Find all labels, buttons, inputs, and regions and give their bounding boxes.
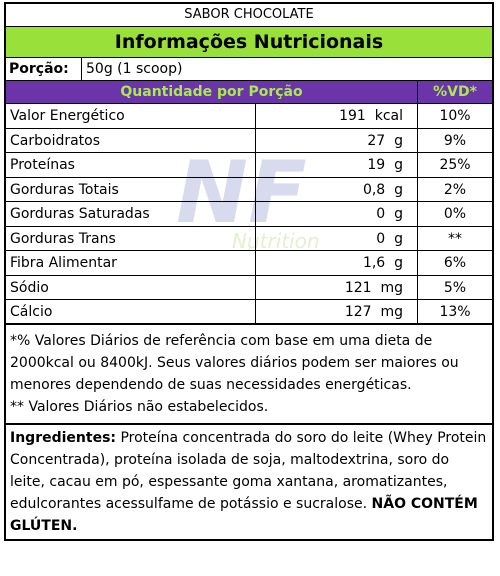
nutrient-name: Gorduras Totais — [6, 177, 256, 201]
portion-value: 50g (1 scoop) — [86, 61, 183, 77]
nutrient-row-saturated-fat: Gorduras Saturadas 0 g 0% — [6, 202, 492, 227]
ingredients-text: Proteína concentrada do soro do leite (W… — [10, 429, 487, 512]
nutrient-name: Proteínas — [6, 153, 256, 177]
nutrient-amount: 127 mg — [256, 300, 418, 323]
nutrient-row-proteins: Proteínas 19 g 25% — [6, 153, 492, 178]
nutrient-amount: 0 g — [256, 202, 418, 226]
label-title: Informações Nutricionais — [6, 27, 492, 58]
nutrient-row-calcium: Cálcio 127 mg 13% — [6, 300, 492, 325]
nutrient-amount: 0,8 g — [256, 177, 418, 201]
nutrient-daily-value: 0% — [443, 206, 467, 222]
nutrient-name: Gorduras Saturadas — [6, 202, 256, 226]
nutrient-daily-value: 2% — [443, 181, 467, 198]
nutrient-name: Cálcio — [6, 300, 256, 323]
daily-value-footnote: *% Valores Diários de referência com bas… — [6, 325, 492, 425]
nutrient-row-fiber: Fibra Alimentar 1,6 g 6% — [6, 251, 492, 276]
nutrient-amount: 27 g — [256, 128, 418, 152]
nutrient-amount: 121 mg — [256, 275, 418, 299]
nutrition-label: SABOR CHOCOLATE Informações Nutricionais… — [4, 2, 494, 541]
footnote-reference-diet: *% Valores Diários de referência com bas… — [10, 332, 459, 393]
nutrient-row-sodium: Sódio 121 mg 5% — [6, 275, 492, 300]
portion-label: Porção: — [6, 58, 82, 80]
nutrient-amount: 19 g — [256, 153, 418, 177]
nutrient-daily-value: 25% — [439, 157, 471, 173]
nutrient-name: Sódio — [6, 275, 256, 299]
header-quantity: Quantidade por Porção — [6, 81, 418, 103]
nutrient-row-carbohydrates: Carboidratos 27 g 9% — [6, 128, 492, 153]
header-daily-value: %VD* — [433, 84, 477, 100]
nutrient-amount: 0 g — [256, 226, 418, 250]
nutrient-amount: 1,6 g — [256, 251, 418, 275]
nutrient-daily-value: 13% — [439, 304, 471, 320]
flavor-heading: SABOR CHOCOLATE — [6, 4, 492, 27]
nutrient-amount: 191 kcal — [256, 104, 418, 128]
portion-row: Porção: 50g (1 scoop) — [6, 58, 492, 81]
nutrient-daily-value: 10% — [439, 108, 471, 124]
ingredients-label: Ingredientes: — [10, 429, 116, 446]
nutrient-row-total-fat: Gorduras Totais 0,8 g 2% — [6, 177, 492, 202]
nutrient-daily-value: 5% — [443, 279, 467, 296]
nutrient-row-energy: Valor Energético 191 kcal 10% — [6, 104, 492, 129]
gluten-warning: NÃO CONTÉM GLÚTEN. — [10, 495, 478, 534]
ingredients-section: Ingredientes: Proteína concentrada do so… — [6, 425, 492, 539]
nutrient-name: Fibra Alimentar — [6, 251, 256, 275]
footnote-not-established: ** Valores Diários não estabelecidos. — [10, 398, 269, 415]
nutrient-daily-value: 9% — [443, 132, 467, 149]
nutrient-name: Gorduras Trans — [6, 226, 256, 250]
nutrient-table: NF Nutrition Valor Energético 191 kcal 1… — [6, 104, 492, 325]
nutrient-name: Carboidratos — [6, 128, 256, 152]
nutrient-name: Valor Energético — [6, 104, 256, 128]
nutrient-daily-value: ** — [448, 230, 462, 247]
nutrient-table-header: Quantidade por Porção %VD* — [6, 81, 492, 104]
nutrient-row-trans-fat: Gorduras Trans 0 g ** — [6, 226, 492, 251]
nutrient-daily-value: 6% — [443, 255, 467, 271]
